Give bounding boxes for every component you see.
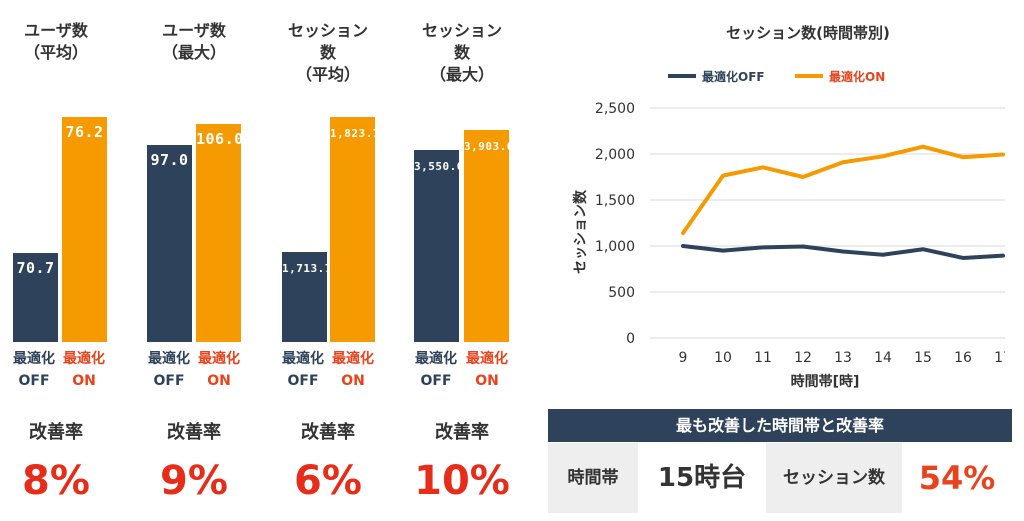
bar-on-value: 106.0 — [196, 130, 244, 148]
metric-title: ユーザ数 （最大） — [161, 21, 226, 62]
bar-off-value: 3,550.0 — [414, 160, 464, 173]
chart-legend: 最適化OFF 最適化ON — [668, 69, 885, 84]
label-off: 最適化 OFF — [282, 351, 324, 389]
x-tick-label: 12 — [794, 350, 812, 366]
series-line-on — [681, 144, 1005, 236]
x-tick-label: 15 — [914, 350, 932, 366]
bar-off: 97.0 — [147, 145, 192, 342]
label-on: 最適化 ON — [63, 351, 105, 389]
rate-value: 6% — [294, 458, 362, 504]
series-line-off — [681, 244, 1005, 260]
rate-value: 10% — [414, 458, 510, 504]
rate-value: 8% — [22, 458, 90, 504]
summary-time-value: 15時台 — [638, 443, 766, 513]
x-tick-label: 13 — [834, 350, 852, 366]
bar-on: 106.0 — [196, 124, 244, 342]
bar-on: 76.2 — [62, 117, 107, 342]
y-tick-label: 1,000 — [595, 239, 635, 255]
y-tick-label: 1,500 — [595, 193, 635, 209]
y-tick-label: 0 — [626, 331, 635, 347]
chart-grid — [650, 107, 1005, 339]
rate-label: 改善率 — [301, 422, 355, 443]
legend-label: 最適化ON — [829, 69, 885, 84]
bar-off-value: 97.0 — [150, 151, 189, 169]
y-tick-label: 2,000 — [595, 147, 635, 163]
bar-on-value: 3,903.0 — [464, 140, 514, 153]
metric-title: セッション 数 （最大） — [421, 21, 502, 84]
y-axis-label: セッション数 — [572, 189, 589, 274]
chart-title: セッション数(時間帯別) — [726, 24, 890, 42]
bar-on-value: 1,823.7 — [330, 127, 380, 140]
x-tick-label: 16 — [954, 350, 972, 366]
metric-users-avg: ユーザ数 （平均） 70.7 76.2 最適化 OFF 最適化 ON 改善率 8% — [0, 0, 116, 521]
legend-label: 最適化OFF — [702, 69, 765, 84]
label-off: 最適化 OFF — [13, 351, 55, 389]
y-tick-label: 2,500 — [595, 101, 635, 117]
bar-on: 3,903.0 — [464, 130, 514, 342]
metric-users-max: ユーザ数 （最大） 97.0 106.0 最適化 OFF 最適化 ON 改善率 9% — [134, 0, 254, 521]
metric-sessions-avg: セッション 数 （平均） 1,713.7 1,823.7 最適化 OFF 最適化 O… — [268, 0, 388, 521]
metric-title: ユーザ数 （平均） — [23, 21, 88, 62]
x-tick-label: 10 — [714, 350, 732, 366]
chart-lines — [681, 144, 1005, 260]
rate-label: 改善率 — [29, 422, 83, 443]
x-axis-label: 時間帯[時] — [791, 373, 860, 390]
rate-label: 改善率 — [435, 422, 489, 443]
bar-off: 1,713.7 — [282, 252, 332, 342]
rate-label: 改善率 — [167, 422, 221, 443]
summary-metric-value: 54% — [902, 443, 1012, 513]
x-tick-label: 9 — [679, 350, 688, 366]
label-on: 最適化 ON — [466, 351, 508, 389]
summary-header: 最も改善した時間帯と改善率 — [548, 409, 1012, 442]
bar-off-value: 1,713.7 — [282, 262, 332, 275]
summary-metric-label: セッション数 — [766, 443, 902, 513]
rate-value: 9% — [160, 458, 228, 504]
y-axis-ticks: 0 500 1,000 1,500 2,000 2,500 — [595, 101, 635, 347]
hourly-sessions-line-chart: セッション数(時間帯別) 最適化OFF 最適化ON 0 500 1,000 1,500 2… — [572, 24, 1005, 390]
label-off: 最適化 OFF — [415, 351, 457, 389]
metric-sessions-max: セッション 数 （最大） 3,550.0 3,903.0 最適化 OFF 最適化 O… — [402, 0, 522, 521]
summary-time-label: 時間帯 — [548, 443, 638, 513]
x-tick-label: 17 — [994, 350, 1005, 366]
label-on: 最適化 ON — [332, 351, 374, 389]
metric-title: セッション 数 （平均） — [287, 21, 368, 84]
x-tick-label: 11 — [754, 350, 772, 366]
x-tick-label: 14 — [874, 350, 892, 366]
bar-off: 3,550.0 — [414, 150, 464, 342]
bar-off: 70.7 — [13, 253, 58, 342]
bar-on: 1,823.7 — [330, 117, 380, 342]
bar-on-value: 76.2 — [65, 123, 104, 141]
y-tick-label: 500 — [608, 285, 635, 301]
label-off: 最適化 OFF — [148, 351, 190, 389]
label-on: 最適化 ON — [198, 351, 240, 389]
x-axis-ticks: 9 10 11 12 13 14 15 16 17 — [679, 350, 1005, 366]
bar-off-value: 70.7 — [16, 259, 55, 277]
